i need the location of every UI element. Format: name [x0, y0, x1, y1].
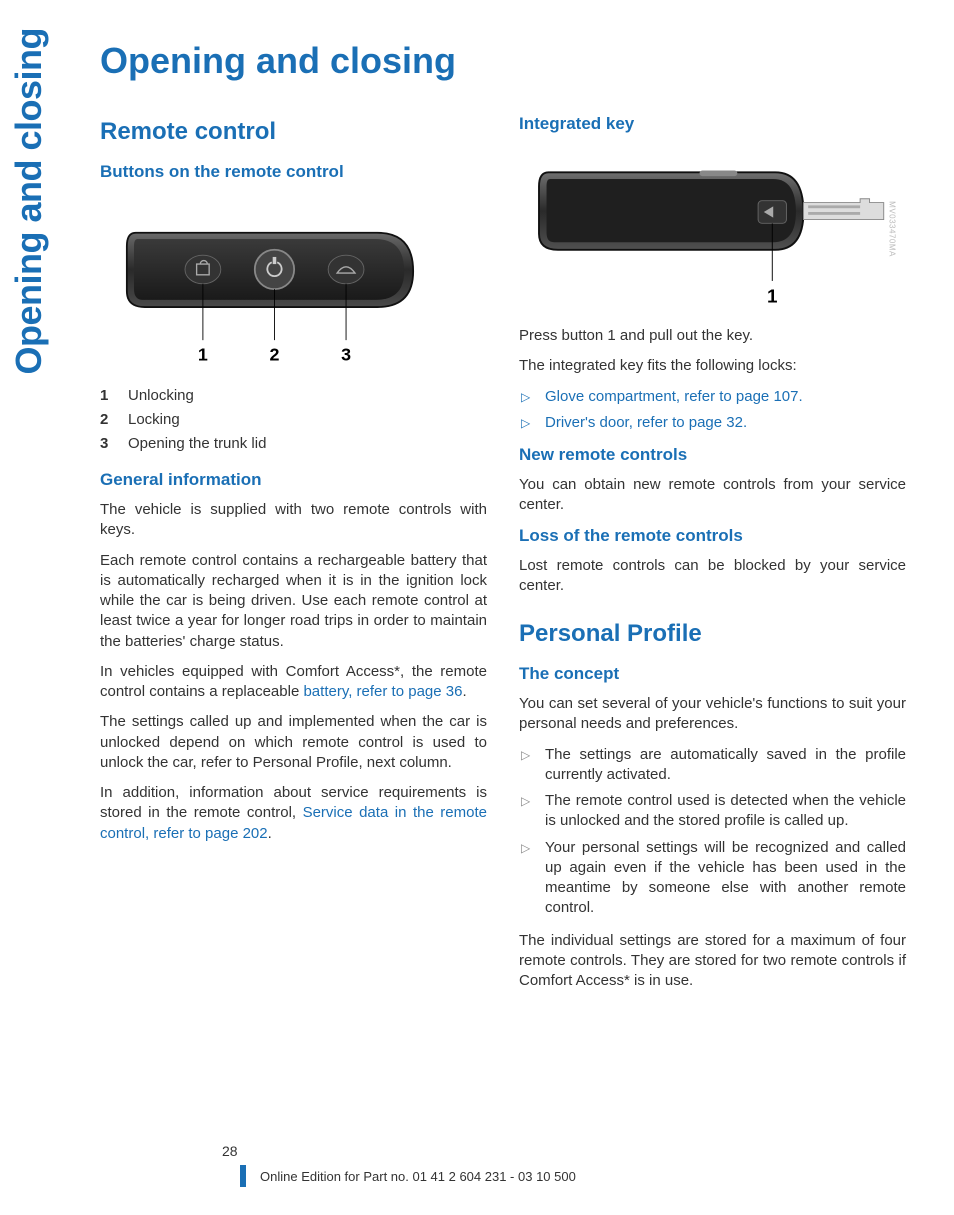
heading-personal-profile: Personal Profile	[519, 620, 906, 648]
paragraph: Press button 1 and pull out the key.	[519, 326, 906, 346]
list-item: Your personal settings will be recognize…	[519, 838, 906, 919]
heading-integrated-key: Integrated key	[519, 114, 906, 134]
list-item: The settings are automatically saved in …	[519, 745, 906, 786]
fig1-label-3: 3	[341, 345, 351, 365]
page-title: Opening and closing	[100, 40, 906, 82]
fig1-label-1: 1	[198, 345, 208, 365]
paragraph: Each remote control contains a rechargea…	[100, 551, 487, 652]
figure-remote-buttons: 1 2 3	[100, 192, 487, 372]
heading-remote-control: Remote control	[100, 118, 487, 146]
fig1-label-2: 2	[269, 345, 279, 365]
button-legend-list: 1Unlocking 2Locking 3Opening the trunk l…	[100, 384, 487, 456]
heading-loss-remote: Loss of the remote controls	[519, 526, 906, 546]
figure-integrated-key: 1	[519, 144, 906, 314]
paragraph: The vehicle is supplied with two remote …	[100, 500, 487, 541]
page-number: 28	[222, 1143, 238, 1159]
concept-list: The settings are automatically saved in …	[519, 745, 906, 919]
left-column: Remote control Buttons on the remote con…	[100, 110, 487, 1001]
paragraph: Lost remote controls can be blocked by y…	[519, 556, 906, 597]
link-glove-compartment[interactable]: Glove compartment, refer to page 107.	[519, 387, 906, 407]
fig2-label-1: 1	[767, 287, 778, 308]
integrated-key-list: Glove compartment, refer to page 107. Dr…	[519, 387, 906, 434]
paragraph: The individual settings are stored for a…	[519, 931, 906, 992]
paragraph: You can set several of your vehicle's fu…	[519, 694, 906, 735]
image-credit: MV033470MA	[888, 201, 897, 257]
list-item: 2Locking	[100, 408, 487, 432]
heading-buttons: Buttons on the remote control	[100, 162, 487, 182]
link-drivers-door[interactable]: Driver's door, refer to page 32.	[519, 413, 906, 433]
list-item: 1Unlocking	[100, 384, 487, 408]
right-column: Integrated key	[519, 110, 906, 1001]
list-item: 3Opening the trunk lid	[100, 432, 487, 456]
list-item: The remote control used is detected when…	[519, 791, 906, 832]
footer-text: Online Edition for Part no. 01 41 2 604 …	[260, 1169, 576, 1184]
section-tab: Opening and closing	[8, 28, 50, 375]
heading-new-remote: New remote controls	[519, 445, 906, 465]
link-battery[interactable]: battery, refer to page 36	[303, 683, 462, 700]
paragraph: The integrated key fits the following lo…	[519, 356, 906, 376]
paragraph: In vehicles equipped with Comfort Access…	[100, 662, 487, 703]
paragraph: You can obtain new remote controls from …	[519, 475, 906, 516]
page-body: Opening and closing Remote control Butto…	[0, 0, 954, 1021]
paragraph: The settings called up and implemented w…	[100, 712, 487, 773]
heading-general-info: General information	[100, 470, 487, 490]
footer-accent-bar	[240, 1165, 246, 1187]
paragraph: In addition, information about service r…	[100, 783, 487, 844]
heading-concept: The concept	[519, 664, 906, 684]
